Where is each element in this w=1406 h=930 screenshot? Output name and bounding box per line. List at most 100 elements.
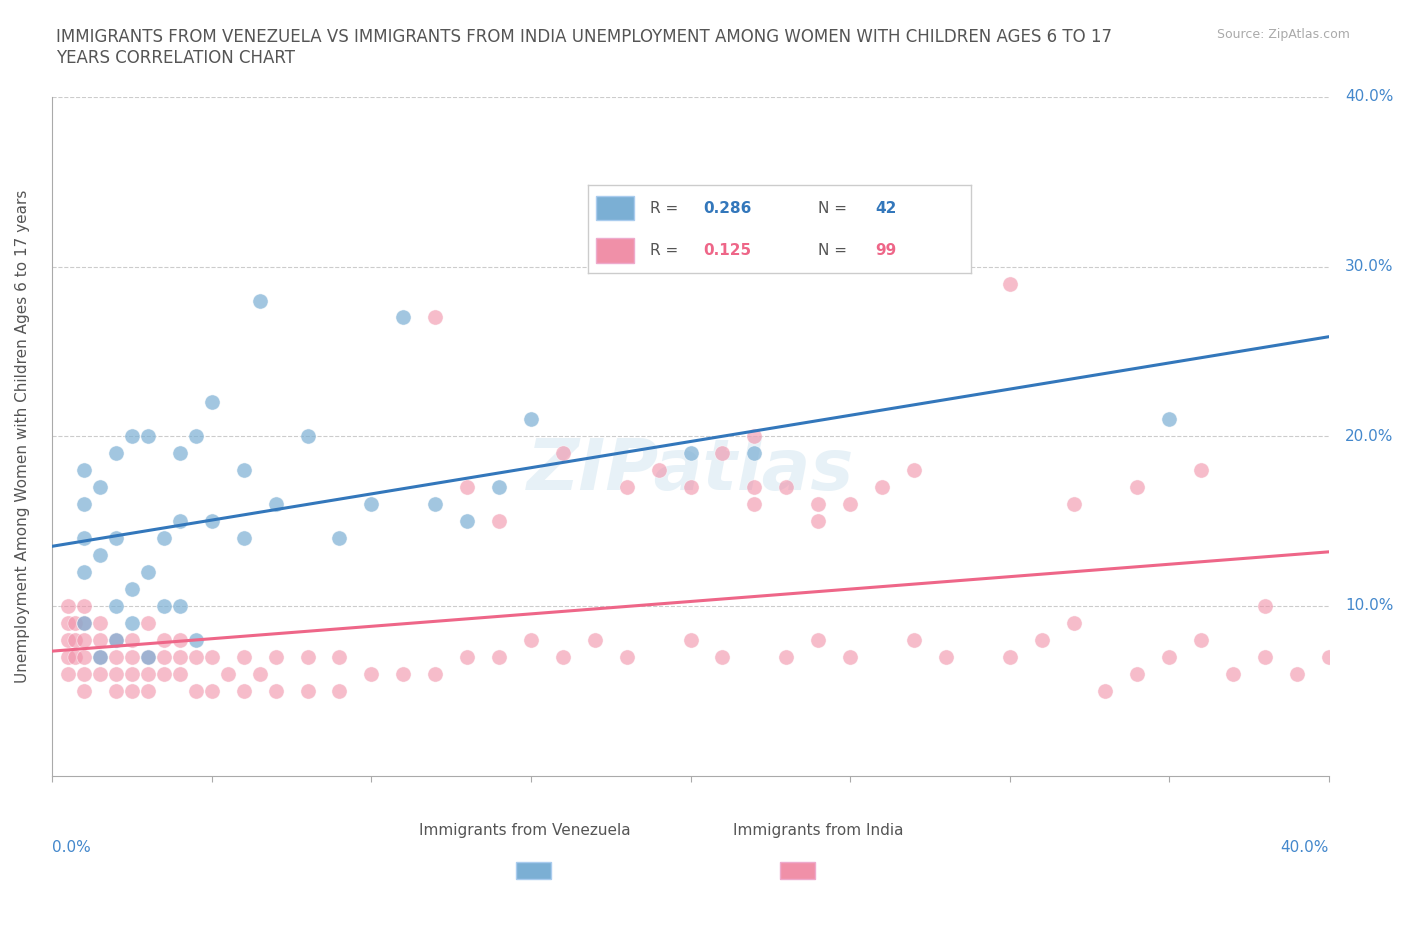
Point — [121, 684, 143, 698]
Point — [201, 395, 224, 410]
Point — [998, 649, 1021, 664]
Point — [89, 649, 111, 664]
Point — [89, 480, 111, 495]
Point — [744, 429, 766, 444]
Point — [89, 616, 111, 631]
Point — [169, 632, 191, 647]
Point — [744, 445, 766, 460]
Y-axis label: Unemployment Among Women with Children Ages 6 to 17 years: Unemployment Among Women with Children A… — [15, 190, 30, 683]
Text: 30.0%: 30.0% — [1344, 259, 1393, 274]
Point — [456, 649, 478, 664]
Point — [63, 649, 86, 664]
Point — [583, 632, 606, 647]
Point — [73, 616, 96, 631]
Point — [89, 548, 111, 563]
Point — [297, 684, 319, 698]
Point — [201, 513, 224, 528]
Point — [488, 649, 510, 664]
Point — [136, 649, 159, 664]
Point — [328, 649, 350, 664]
Text: 40.0%: 40.0% — [1281, 840, 1329, 855]
Point — [73, 531, 96, 546]
Point — [870, 480, 893, 495]
Point — [73, 497, 96, 512]
Point — [121, 581, 143, 596]
Point — [1222, 667, 1244, 682]
Point — [153, 667, 176, 682]
Point — [184, 684, 207, 698]
Point — [153, 599, 176, 614]
Point — [392, 667, 415, 682]
Point — [201, 684, 224, 698]
Point — [711, 445, 734, 460]
Point — [73, 565, 96, 579]
Text: 20.0%: 20.0% — [1344, 429, 1393, 444]
Point — [136, 565, 159, 579]
Point — [73, 684, 96, 698]
Point — [1031, 632, 1053, 647]
Point — [1189, 463, 1212, 478]
Point — [153, 632, 176, 647]
Text: Immigrants from Venezuela: Immigrants from Venezuela — [419, 823, 630, 838]
Point — [249, 293, 271, 308]
Point — [105, 445, 128, 460]
Point — [136, 667, 159, 682]
Point — [105, 632, 128, 647]
Point — [711, 649, 734, 664]
Point — [297, 429, 319, 444]
Point — [73, 667, 96, 682]
Point — [998, 276, 1021, 291]
Point — [1254, 649, 1277, 664]
Point — [456, 513, 478, 528]
Text: ZIPatlas: ZIPatlas — [527, 436, 855, 505]
Point — [679, 632, 702, 647]
Point — [56, 616, 79, 631]
Point — [169, 649, 191, 664]
Text: 0.0%: 0.0% — [52, 840, 91, 855]
Point — [105, 667, 128, 682]
Point — [488, 513, 510, 528]
Point — [105, 684, 128, 698]
Point — [679, 445, 702, 460]
Point — [616, 480, 638, 495]
Point — [328, 684, 350, 698]
Point — [1317, 649, 1340, 664]
Point — [73, 599, 96, 614]
Point — [121, 429, 143, 444]
Point — [551, 649, 574, 664]
Point — [56, 667, 79, 682]
Point — [679, 480, 702, 495]
Point — [360, 667, 382, 682]
Point — [73, 463, 96, 478]
Point — [425, 667, 447, 682]
Point — [121, 649, 143, 664]
Point — [1126, 667, 1149, 682]
Point — [232, 531, 254, 546]
Point — [217, 667, 239, 682]
Point — [903, 463, 925, 478]
Point — [63, 632, 86, 647]
Point — [169, 445, 191, 460]
Point — [56, 632, 79, 647]
Point — [1126, 480, 1149, 495]
Point — [89, 667, 111, 682]
Point — [73, 616, 96, 631]
Point — [807, 513, 830, 528]
Point — [744, 480, 766, 495]
Point — [425, 497, 447, 512]
Point — [136, 616, 159, 631]
Point — [647, 463, 669, 478]
Point — [903, 632, 925, 647]
Point — [201, 649, 224, 664]
Point — [232, 463, 254, 478]
Point — [121, 632, 143, 647]
Point — [73, 649, 96, 664]
Point — [1189, 632, 1212, 647]
Point — [105, 649, 128, 664]
Point — [264, 649, 287, 664]
Point — [169, 513, 191, 528]
Point — [249, 667, 271, 682]
Point — [153, 649, 176, 664]
Point — [136, 429, 159, 444]
Point — [1254, 599, 1277, 614]
